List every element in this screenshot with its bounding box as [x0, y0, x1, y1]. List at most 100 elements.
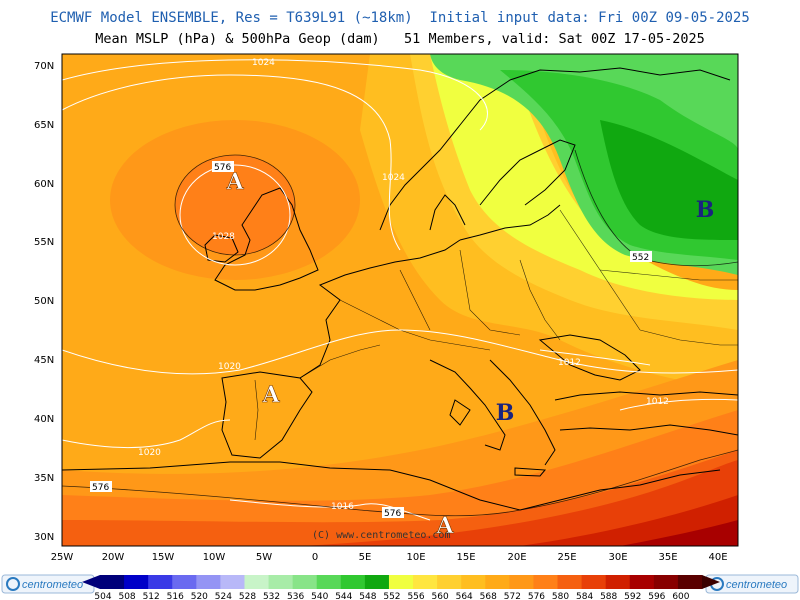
lon-label: 20E: [507, 552, 526, 563]
geopotential-label: 576: [214, 163, 231, 173]
isobar-label: 1028: [212, 232, 235, 242]
colorbar-tick-label: 560: [432, 592, 449, 600]
isobar-label: 1016: [331, 502, 354, 512]
copyright-text: (C) www.centrometeo.com: [312, 530, 450, 541]
isobar-label: 1020: [138, 448, 161, 458]
colorbar-swatch: [605, 575, 631, 589]
colorbar-tick-label: 552: [383, 592, 400, 600]
colorbar-tick-label: 556: [407, 592, 424, 600]
lon-label: 10E: [406, 552, 425, 563]
high-pressure-marker: A: [435, 513, 454, 539]
colorbar-swatch: [100, 575, 125, 589]
centrometeo-logo-right: centrometeo: [705, 574, 799, 594]
lat-label: 60N: [34, 179, 54, 190]
colorbar-swatch: [509, 575, 534, 589]
colorbar-swatch: [316, 575, 342, 589]
logo-text: centrometeo: [22, 579, 83, 591]
lon-label: 10W: [203, 552, 226, 563]
colorbar-tick-label: 600: [672, 592, 689, 600]
map-title: ECMWF Model ENSEMBLE, Res = T639L91 (~18…: [50, 10, 750, 26]
lon-label: 25E: [557, 552, 576, 563]
lon-label: 15E: [456, 552, 475, 563]
colorbar-left-arrow: [82, 575, 100, 589]
centrometeo-logo-left: centrometeo: [1, 574, 95, 594]
lon-label: 5E: [359, 552, 372, 563]
colorbar-tick-label: 516: [167, 592, 184, 600]
colorbar-swatch: [677, 575, 703, 589]
colorbar-swatch: [268, 575, 294, 589]
logo-text: centrometeo: [726, 579, 787, 591]
colorbar-tick-label: 596: [648, 592, 665, 600]
colorbar-tick-label: 544: [335, 592, 352, 600]
colorbar-tick-label: 572: [504, 592, 521, 600]
colorbar-swatch: [581, 575, 607, 589]
colorbar-right-arrow: [702, 575, 720, 589]
colorbar-swatch: [172, 575, 197, 589]
isobar-label: 1012: [646, 397, 669, 407]
colorbar-tick-label: 528: [239, 592, 256, 600]
geopotential-label: 576: [384, 509, 401, 519]
lat-label: 65N: [34, 120, 54, 131]
colorbar-tick-label: 568: [480, 592, 497, 600]
colorbar-tick-label: 512: [143, 592, 160, 600]
colorbar-tick-label: 588: [600, 592, 617, 600]
colorbar-swatch: [388, 575, 414, 589]
colorbar-tick-label: 504: [94, 592, 111, 600]
colorbar-swatch: [557, 575, 583, 589]
lon-label: 5W: [256, 552, 272, 563]
lon-label: 25W: [51, 552, 74, 563]
high-pressure-marker: A: [261, 382, 280, 408]
colorbar-tick-label: 520: [191, 592, 208, 600]
colorbar-tick-label: 508: [118, 592, 135, 600]
colorbar-tick-label: 536: [287, 592, 304, 600]
colorbar-tick-label: 592: [624, 592, 641, 600]
lat-label: 45N: [34, 355, 54, 366]
map-subtitle: Mean MSLP (hPa) & 500hPa Geop (dam) 51 M…: [95, 31, 705, 47]
colorbar-swatch: [653, 575, 679, 589]
colorbar-swatch: [533, 575, 559, 589]
low-pressure-marker: B: [496, 400, 515, 426]
colorbar-swatch: [292, 575, 318, 589]
geopotential-label: 552: [632, 253, 649, 263]
colorbar-swatch: [220, 575, 245, 589]
isobar-label: 1024: [382, 173, 405, 183]
colorbar-tick-label: 584: [576, 592, 593, 600]
lat-label: 30N: [34, 532, 54, 543]
lon-label: 35E: [658, 552, 677, 563]
isobar-label: 1012: [558, 358, 581, 368]
high-pressure-marker: A: [225, 169, 244, 195]
latitude-axis: 70N 65N 60N 55N 50N 45N 40N 35N 30N: [34, 61, 54, 543]
lon-label: 0: [312, 552, 318, 563]
lon-label: 30E: [608, 552, 627, 563]
isobar-label: 1024: [252, 58, 275, 68]
colorbar-swatch: [124, 575, 149, 589]
colorbar-tick-label: 540: [311, 592, 328, 600]
lon-label: 15W: [152, 552, 175, 563]
colorbar-swatch: [196, 575, 221, 589]
colorbar-swatch: [461, 575, 486, 589]
forecast-map: 70N 65N 60N 55N 50N 45N 40N 35N 30N 25W …: [34, 53, 739, 563]
colorbar-swatch: [629, 575, 655, 589]
colorbar-swatch: [485, 575, 510, 589]
low-pressure-marker: B: [696, 197, 715, 223]
map-frame: [61, 53, 739, 547]
colorbar-swatch: [340, 575, 366, 589]
colorbar-swatch: [364, 575, 390, 589]
colorbar-swatch: [413, 575, 438, 589]
colorbar-tick-label: 580: [552, 592, 569, 600]
lon-label: 40E: [708, 552, 727, 563]
colorbar-tick-label: 524: [215, 592, 232, 600]
lat-label: 40N: [34, 414, 54, 425]
lat-label: 50N: [34, 296, 54, 307]
colorbar-tick-label: 548: [359, 592, 376, 600]
geopotential-label: 576: [92, 483, 109, 493]
colorbar-tick-label: 532: [263, 592, 280, 600]
isobar-label: 1020: [218, 362, 241, 372]
colorbar: 504 508 512 516 520 524 528 532 536 540 544 548 552 5…: [1, 574, 799, 600]
colorbar-swatch: [244, 575, 270, 589]
colorbar-tick-label: 564: [456, 592, 473, 600]
longitude-axis: 25W 20W 15W 10W 5W 0 5E 10E 15E 20E 25E …: [51, 552, 728, 563]
colorbar-swatch: [437, 575, 462, 589]
colorbar-tick-label: 576: [528, 592, 545, 600]
lat-label: 70N: [34, 61, 54, 72]
